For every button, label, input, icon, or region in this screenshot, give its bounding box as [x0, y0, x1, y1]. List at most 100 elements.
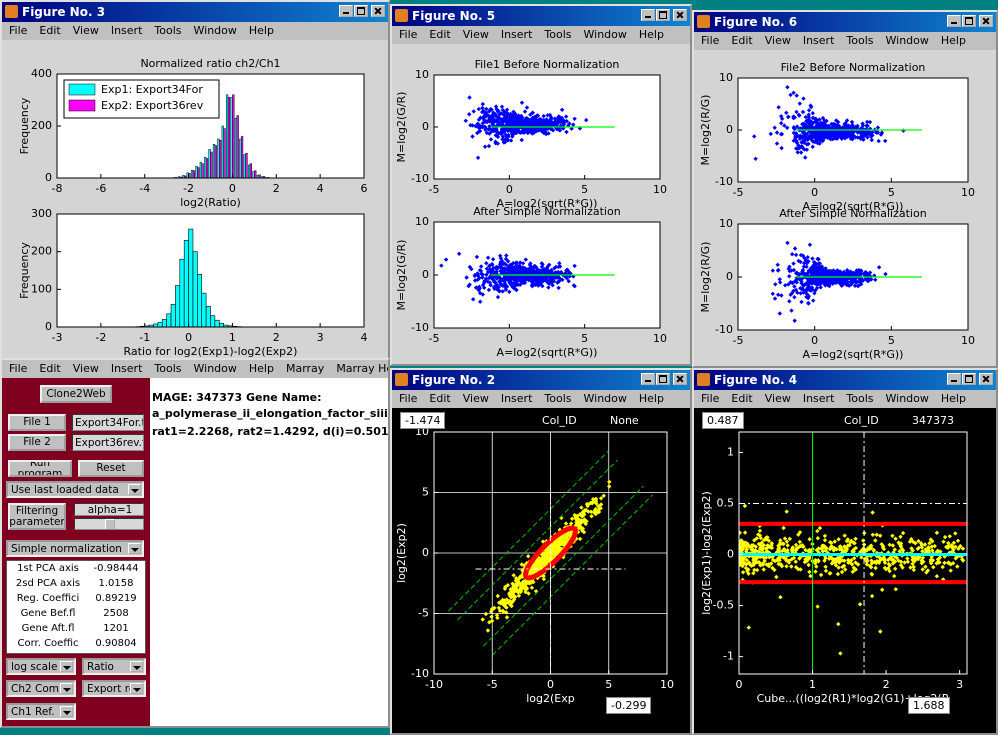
- menu-item[interactable]: File: [399, 28, 418, 41]
- menu-item[interactable]: Marray: [285, 362, 325, 375]
- scatter-point: [507, 116, 513, 121]
- minimize-button[interactable]: [641, 373, 655, 385]
- menu-item[interactable]: Tools: [544, 28, 572, 41]
- dropdown[interactable]: Ch2 Comp: [6, 680, 76, 697]
- window: File Edit View Insert Tools Window Help Marray M…: [0, 358, 390, 728]
- menu-item[interactable]: Tools: [154, 362, 182, 375]
- menu-item[interactable]: Window: [193, 362, 237, 375]
- scatter-point: [873, 565, 878, 571]
- maximize-button[interactable]: [962, 15, 976, 27]
- minimize-button[interactable]: [947, 15, 961, 27]
- scatter-point: [488, 283, 493, 288]
- maximize-button[interactable]: [354, 5, 368, 17]
- menu-item[interactable]: Tools: [846, 392, 874, 405]
- maximize-button[interactable]: [656, 373, 670, 385]
- menu-item[interactable]: Help: [638, 392, 664, 405]
- menu-item[interactable]: Edit: [39, 362, 61, 375]
- menu-item[interactable]: View: [764, 34, 791, 47]
- menu-item[interactable]: Tools: [154, 24, 182, 37]
- scatter-point: [504, 253, 509, 258]
- close-button[interactable]: [673, 373, 687, 385]
- minimize-button[interactable]: [947, 373, 961, 385]
- menu-item[interactable]: Window: [193, 24, 237, 37]
- axes-box: [433, 221, 661, 329]
- close-button[interactable]: [979, 373, 993, 385]
- scatter-point: [550, 283, 555, 288]
- menu-item[interactable]: Window: [885, 34, 929, 47]
- menu-item[interactable]: Marray Help: [336, 362, 388, 375]
- menu-item[interactable]: Window: [885, 392, 929, 405]
- menu-item[interactable]: File: [701, 392, 720, 405]
- label-label: alpha=1: [87, 503, 133, 516]
- text-field[interactable]: Export36rev.txt: [72, 434, 144, 451]
- dropdown[interactable]: log scale: [6, 658, 76, 675]
- scatter-point: [476, 287, 481, 293]
- dropdown-arrow: [128, 543, 141, 554]
- menu-item[interactable]: Help: [638, 28, 664, 41]
- scatter-point: [495, 134, 501, 140]
- menu-item[interactable]: View: [764, 392, 791, 405]
- menu-item[interactable]: Window: [583, 392, 627, 405]
- menu-item[interactable]: Insert: [802, 34, 835, 47]
- menu-item[interactable]: Help: [248, 362, 274, 375]
- dropdown[interactable]: Ch1 Ref.: [6, 703, 76, 720]
- text-field[interactable]: Export34For.txt: [72, 414, 144, 431]
- scatter-point: [489, 276, 494, 281]
- menu-item[interactable]: View: [462, 28, 489, 41]
- menu-item[interactable]: Insert: [500, 392, 533, 405]
- button[interactable]: Run program: [8, 460, 72, 477]
- close-button[interactable]: [979, 15, 993, 27]
- y-tick-label: -0.5: [713, 599, 734, 612]
- close-button[interactable]: [673, 9, 687, 21]
- button[interactable]: Reset: [78, 460, 144, 477]
- menu-item[interactable]: Window: [583, 28, 627, 41]
- slider[interactable]: [74, 518, 144, 530]
- menu-item[interactable]: File: [9, 24, 28, 37]
- x-tick-label: -5: [429, 332, 440, 345]
- menu-item[interactable]: Help: [940, 392, 966, 405]
- scatter-point: [749, 547, 754, 552]
- maximize-button[interactable]: [962, 373, 976, 385]
- minimize-button[interactable]: [339, 5, 353, 17]
- scatter-point: [482, 285, 487, 290]
- scatter-point: [867, 119, 873, 125]
- title-bar: Figure No. 3: [2, 2, 388, 22]
- scatter-point: [739, 544, 743, 550]
- button[interactable]: Filtering parameter: [8, 503, 66, 530]
- scatter-point: [492, 279, 497, 284]
- dropdown[interactable]: Simple normalization: [6, 540, 144, 557]
- menu-item[interactable]: File: [9, 362, 28, 375]
- menu-item[interactable]: View: [72, 24, 99, 37]
- menu-item[interactable]: Tools: [846, 34, 874, 47]
- close-button[interactable]: [371, 5, 385, 17]
- menu-item[interactable]: Edit: [731, 34, 753, 47]
- menu-item[interactable]: File: [701, 34, 720, 47]
- menu-item[interactable]: Insert: [110, 24, 143, 37]
- dropdown[interactable]: Ratio: [82, 658, 146, 675]
- menu-item[interactable]: Edit: [429, 392, 451, 405]
- scatter-point: [953, 544, 958, 549]
- stats-value: -0.98444: [93, 563, 139, 574]
- button[interactable]: Clone2Web: [40, 385, 112, 403]
- menu-item[interactable]: Help: [248, 24, 274, 37]
- maximize-button[interactable]: [656, 9, 670, 21]
- menu-item[interactable]: View: [72, 362, 99, 375]
- menu-item[interactable]: Insert: [500, 28, 533, 41]
- minimize-button[interactable]: [641, 9, 655, 21]
- dropdown[interactable]: Export re: [82, 680, 146, 697]
- scatter-point: [499, 119, 504, 124]
- scatter-point: [538, 122, 543, 127]
- bar: [217, 138, 220, 178]
- menu-item[interactable]: Edit: [731, 392, 753, 405]
- button[interactable]: File 1: [8, 414, 66, 431]
- button[interactable]: File 2: [8, 434, 66, 451]
- menu-item[interactable]: Help: [940, 34, 966, 47]
- menu-item[interactable]: Tools: [544, 392, 572, 405]
- menu-item[interactable]: Edit: [39, 24, 61, 37]
- menu-item[interactable]: Insert: [110, 362, 143, 375]
- menu-item[interactable]: Insert: [802, 392, 835, 405]
- menu-item[interactable]: Edit: [429, 28, 451, 41]
- dropdown[interactable]: Use last loaded data: [6, 481, 144, 498]
- menu-item[interactable]: File: [399, 392, 418, 405]
- menu-item[interactable]: View: [462, 392, 489, 405]
